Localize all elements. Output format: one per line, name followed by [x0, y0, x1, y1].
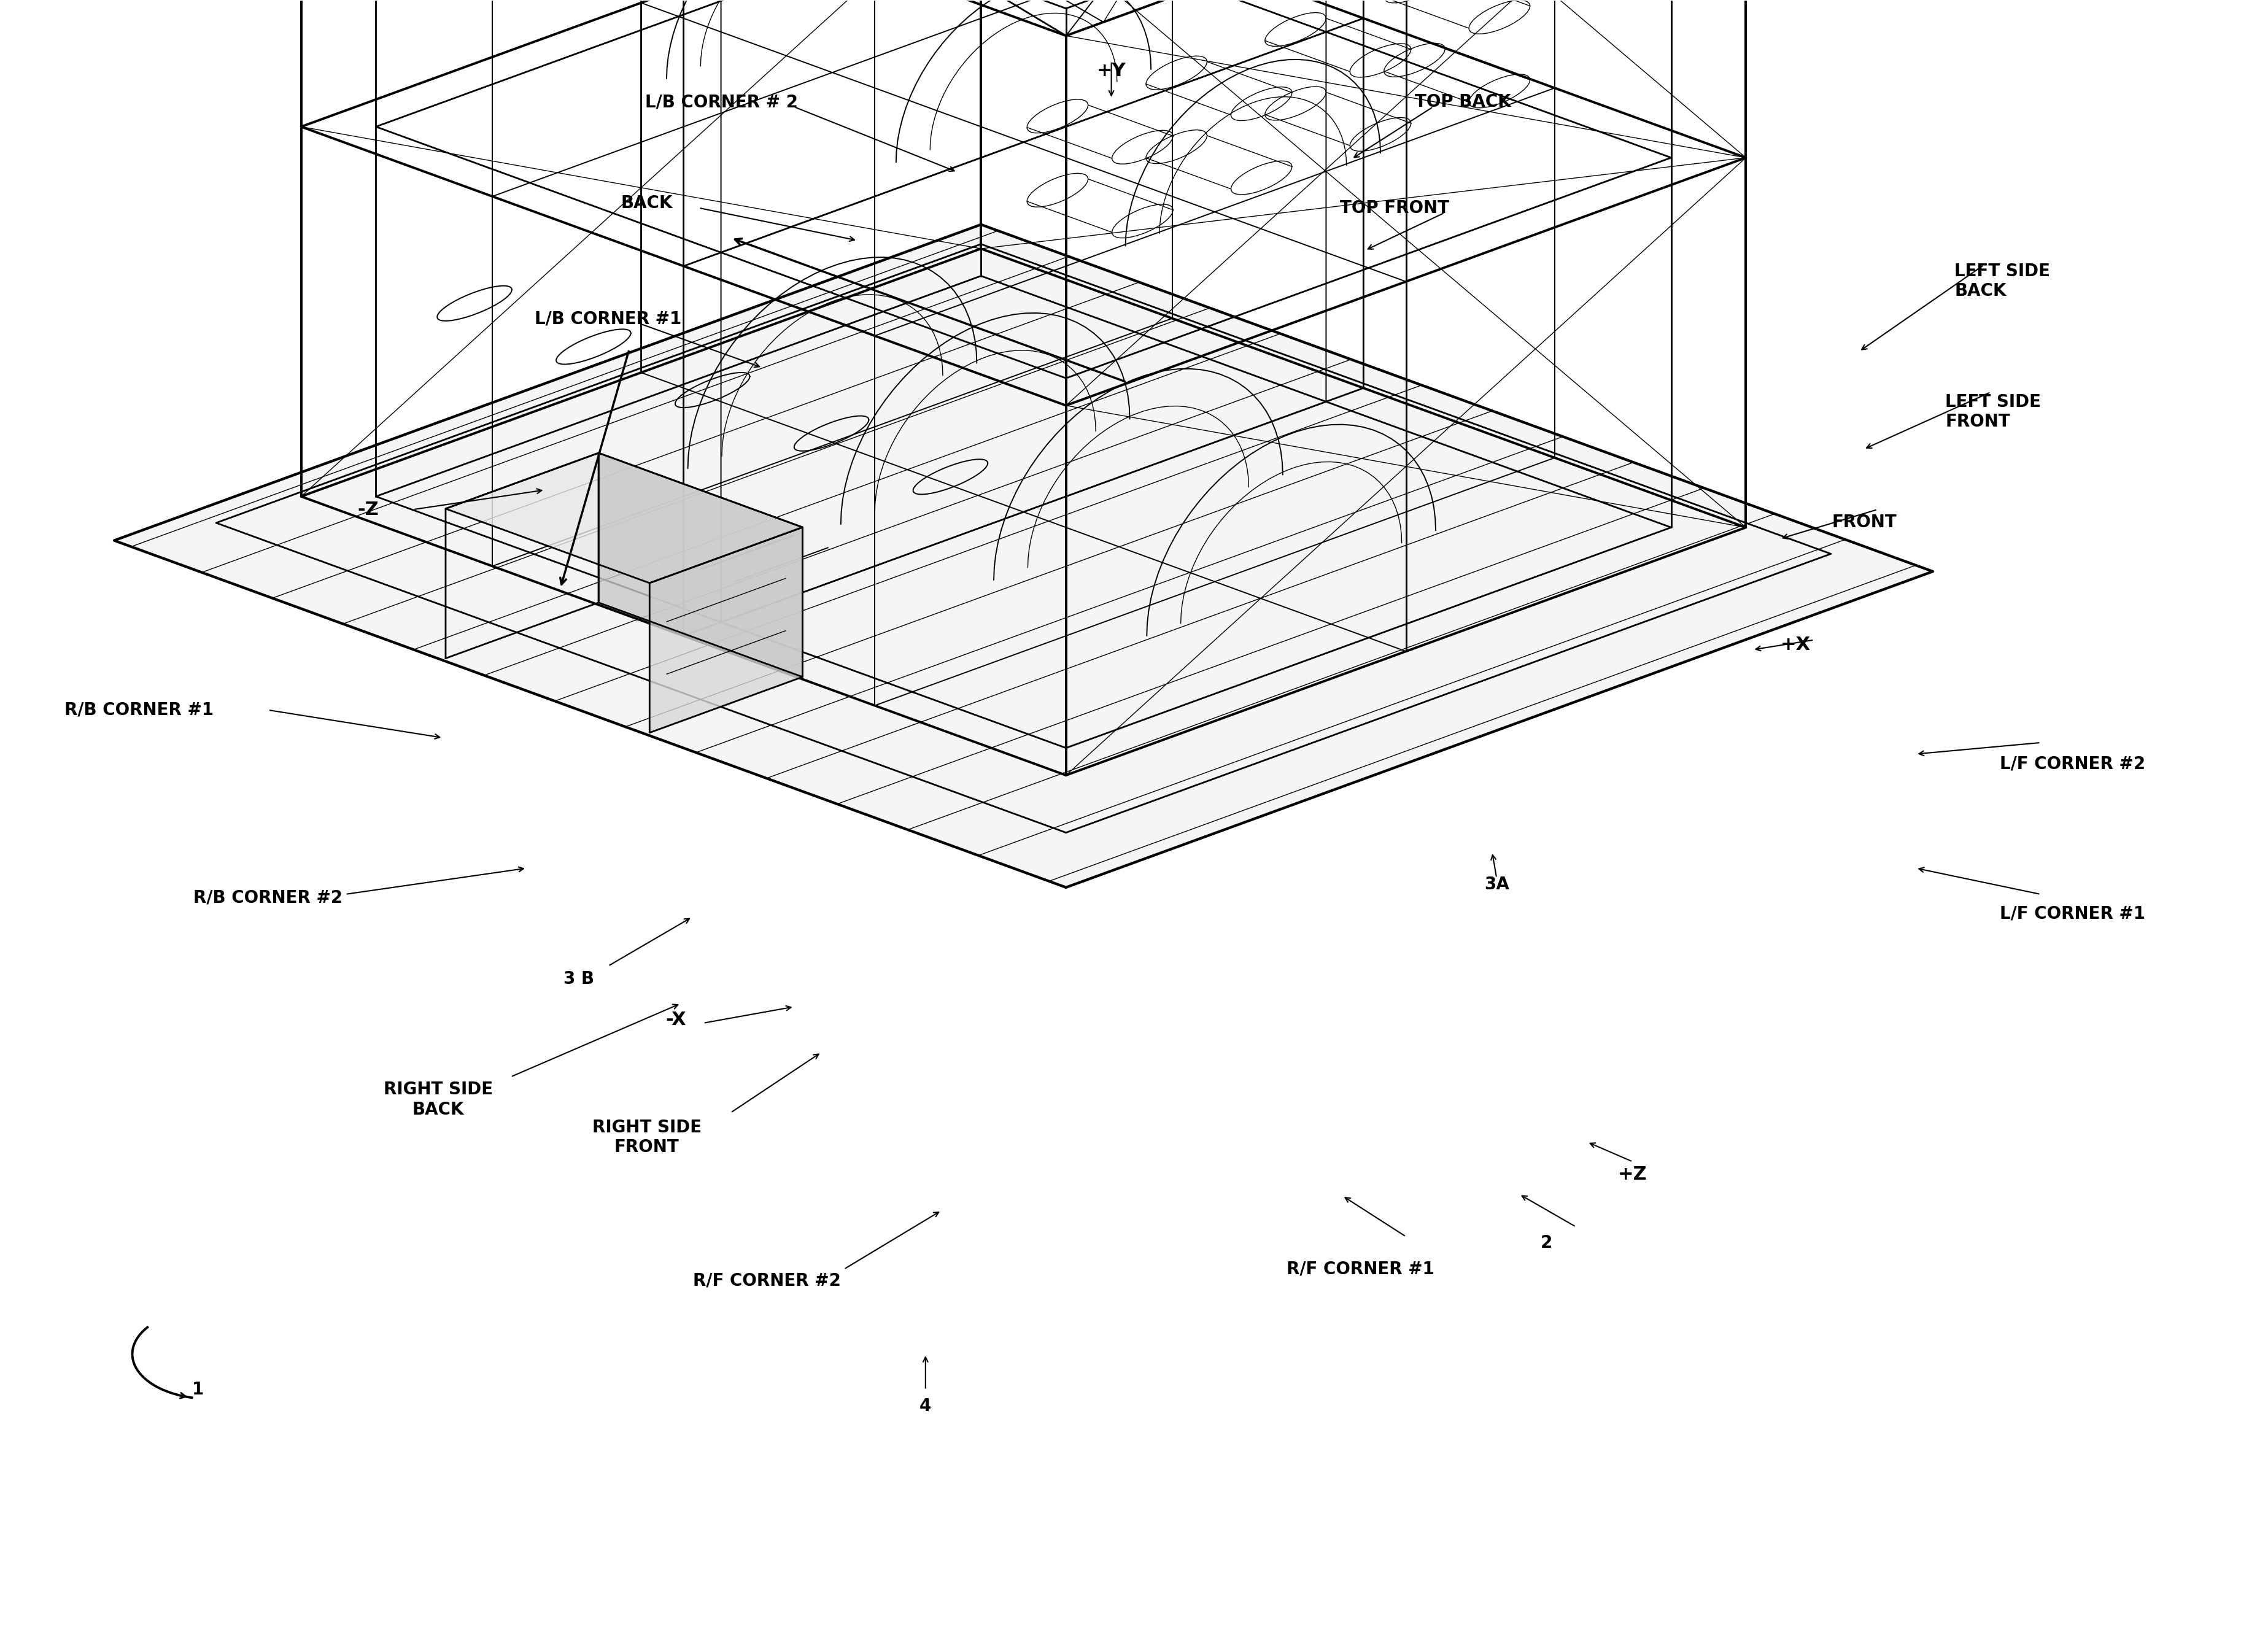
Text: LEFT SIDE
BACK: LEFT SIDE BACK [1955, 263, 2050, 300]
Polygon shape [599, 454, 803, 677]
Polygon shape [113, 225, 1932, 888]
Text: RIGHT SIDE
BACK: RIGHT SIDE BACK [383, 1080, 492, 1118]
Text: 3A: 3A [1483, 876, 1508, 893]
Text: -X: -X [667, 1010, 687, 1028]
Polygon shape [445, 454, 803, 583]
Polygon shape [649, 527, 803, 733]
Text: +Y: +Y [1098, 62, 1125, 80]
Text: FRONT: FRONT [1833, 514, 1896, 530]
Text: R/B CORNER #2: R/B CORNER #2 [193, 889, 342, 906]
Text: +X: +X [1780, 636, 1810, 654]
Text: TOP FRONT: TOP FRONT [1340, 199, 1449, 217]
Text: R/B CORNER #1: R/B CORNER #1 [64, 702, 213, 718]
Text: RIGHT SIDE
FRONT: RIGHT SIDE FRONT [592, 1118, 701, 1155]
Text: +Z: +Z [1617, 1165, 1647, 1183]
Text: L/B CORNER #1: L/B CORNER #1 [535, 310, 683, 328]
Text: BACK: BACK [621, 194, 674, 212]
Text: TOP BACK: TOP BACK [1415, 93, 1510, 111]
Text: L/B CORNER # 2: L/B CORNER # 2 [644, 93, 798, 111]
Text: 3 B: 3 B [562, 971, 594, 987]
Text: 1: 1 [193, 1381, 204, 1399]
Text: 2: 2 [1540, 1234, 1551, 1252]
Text: 4: 4 [919, 1397, 932, 1415]
Text: R/F CORNER #2: R/F CORNER #2 [694, 1271, 841, 1289]
Text: -Z: -Z [358, 501, 379, 519]
Text: LEFT SIDE
FRONT: LEFT SIDE FRONT [1946, 393, 2041, 431]
Text: L/F CORNER #1: L/F CORNER #1 [2000, 906, 2146, 922]
Text: R/F CORNER #1: R/F CORNER #1 [1286, 1260, 1436, 1278]
Text: L/F CORNER #2: L/F CORNER #2 [2000, 756, 2146, 772]
